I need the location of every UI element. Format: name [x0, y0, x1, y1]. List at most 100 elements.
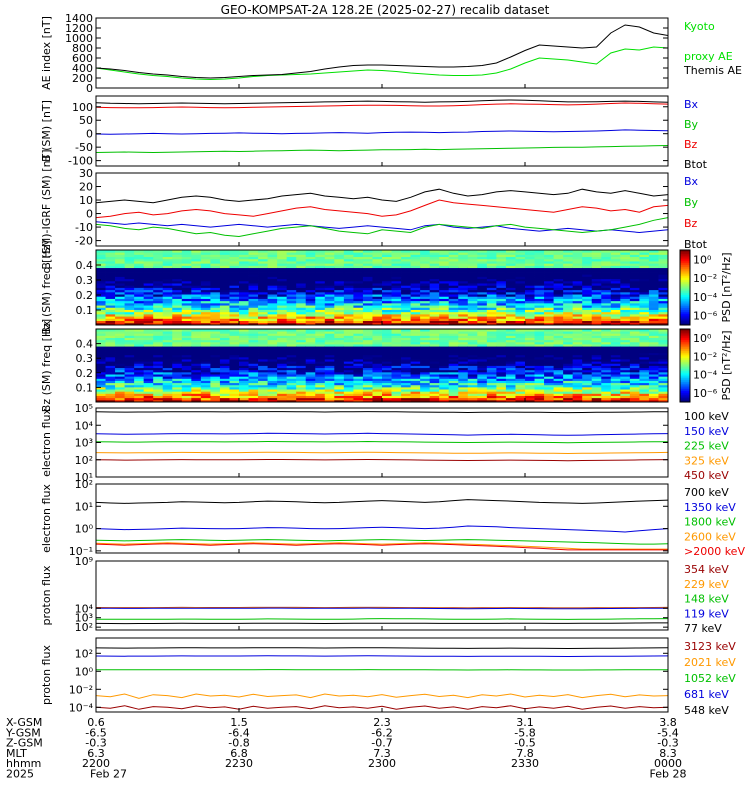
- heatmap-cell: [439, 337, 450, 341]
- heatmap-cell: [439, 318, 450, 321]
- heatmap-cell: [258, 386, 268, 390]
- heatmap-cell: [467, 318, 478, 321]
- heatmap-cell: [334, 337, 345, 341]
- heatmap-cell: [115, 337, 125, 341]
- heatmap-cell: [210, 316, 221, 319]
- heatmap-cell: [553, 287, 564, 291]
- heatmap-cell: [477, 389, 488, 392]
- heatmap-cell: [467, 302, 478, 306]
- heatmap-cell: [258, 254, 268, 258]
- y-tick-label: 0: [86, 82, 93, 95]
- heatmap-cell: [515, 265, 526, 269]
- heatmap-cell: [477, 322, 488, 326]
- heatmap-cell: [229, 294, 240, 297]
- heatmap-cell: [153, 359, 164, 362]
- heatmap-cell: [467, 294, 478, 297]
- heatmap-cell: [601, 309, 612, 313]
- heatmap-cell: [191, 376, 202, 379]
- heatmap-cell: [124, 287, 135, 291]
- heatmap-cell: [229, 341, 240, 345]
- heatmap-cell: [420, 354, 431, 358]
- heatmap-cell: [105, 269, 116, 273]
- heatmap-cell: [467, 274, 478, 277]
- heatmap-cell: [439, 291, 450, 295]
- heatmap-cell: [372, 265, 383, 269]
- series-line-0: [96, 411, 668, 414]
- heatmap-cell: [382, 296, 392, 299]
- heatmap-cell: [286, 389, 297, 392]
- heatmap-cell: [239, 339, 249, 343]
- colorbar-tick-label: 10⁻⁴: [693, 369, 718, 382]
- heatmap-cell: [181, 354, 192, 358]
- heatmap-cell: [324, 294, 335, 297]
- heatmap-cell: [96, 267, 106, 271]
- heatmap-cell: [115, 361, 125, 364]
- heatmap-cell: [153, 320, 164, 324]
- heatmap-cell: [353, 311, 364, 315]
- heatmap-cell: [439, 376, 450, 379]
- heatmap-cell: [420, 272, 431, 275]
- heatmap-cell: [544, 354, 554, 358]
- heatmap-cell: [429, 359, 440, 362]
- heatmap-cell: [200, 283, 211, 286]
- heatmap-cell: [563, 254, 574, 258]
- heatmap-cell: [439, 386, 450, 390]
- heatmap-cell: [582, 278, 593, 282]
- heatmap-cell: [486, 289, 497, 293]
- heatmap-cell: [134, 359, 145, 362]
- heatmap-cell: [296, 254, 307, 258]
- heatmap-cell: [525, 272, 535, 275]
- heatmap-cell: [563, 272, 574, 275]
- heatmap-cell: [372, 272, 383, 275]
- heatmap-cell: [439, 333, 450, 336]
- heatmap-cell: [420, 382, 431, 386]
- heatmap-cell: [505, 374, 516, 377]
- heatmap-cell: [219, 386, 230, 390]
- heatmap-cell: [534, 316, 545, 319]
- heatmap-cell: [391, 391, 402, 394]
- heatmap-cell: [353, 254, 364, 258]
- heatmap-cell: [96, 309, 106, 313]
- heatmap-cell: [248, 267, 259, 271]
- heatmap-cell: [458, 267, 469, 271]
- heatmap-cell: [639, 287, 650, 291]
- heatmap-cell: [496, 335, 507, 338]
- heatmap-cell: [439, 384, 450, 388]
- heatmap-cell: [210, 389, 221, 392]
- heatmap-cell: [525, 346, 535, 349]
- heatmap-cell: [343, 333, 354, 336]
- heatmap-cell: [267, 384, 278, 388]
- heatmap-cell: [134, 354, 145, 358]
- heatmap-cell: [544, 258, 554, 262]
- heatmap-cell: [124, 339, 135, 343]
- heatmap-cell: [486, 335, 497, 338]
- heatmap-cell: [458, 283, 469, 286]
- heatmap-cell: [477, 393, 488, 396]
- heatmap-cell: [429, 333, 440, 336]
- heatmap-cell: [591, 339, 602, 343]
- heatmap-cell: [563, 376, 574, 379]
- heatmap-cell: [315, 361, 326, 364]
- heatmap-cell: [134, 300, 145, 304]
- heatmap-cell: [629, 359, 640, 362]
- heatmap-cell: [582, 335, 593, 338]
- y-tick-label: 10⁴: [75, 602, 94, 615]
- heatmap-cell: [143, 278, 154, 282]
- heatmap-cell: [572, 395, 583, 399]
- heatmap-cell: [324, 354, 335, 358]
- heatmap-cell: [248, 269, 259, 273]
- heatmap-cell: [401, 263, 411, 266]
- heatmap-cell: [334, 318, 345, 321]
- heatmap-cell: [429, 367, 440, 371]
- heatmap-cell: [267, 258, 278, 262]
- heatmap-cell: [420, 294, 431, 297]
- heatmap-cell: [162, 265, 173, 269]
- heatmap-cell: [191, 341, 202, 345]
- x-tick-value: -0.7: [371, 737, 392, 750]
- heatmap-cell: [658, 393, 669, 396]
- heatmap-cell: [334, 298, 345, 302]
- heatmap-cell: [486, 365, 497, 369]
- heatmap-cell: [420, 258, 431, 262]
- heatmap-cell: [315, 298, 326, 302]
- heatmap-cell: [124, 318, 135, 321]
